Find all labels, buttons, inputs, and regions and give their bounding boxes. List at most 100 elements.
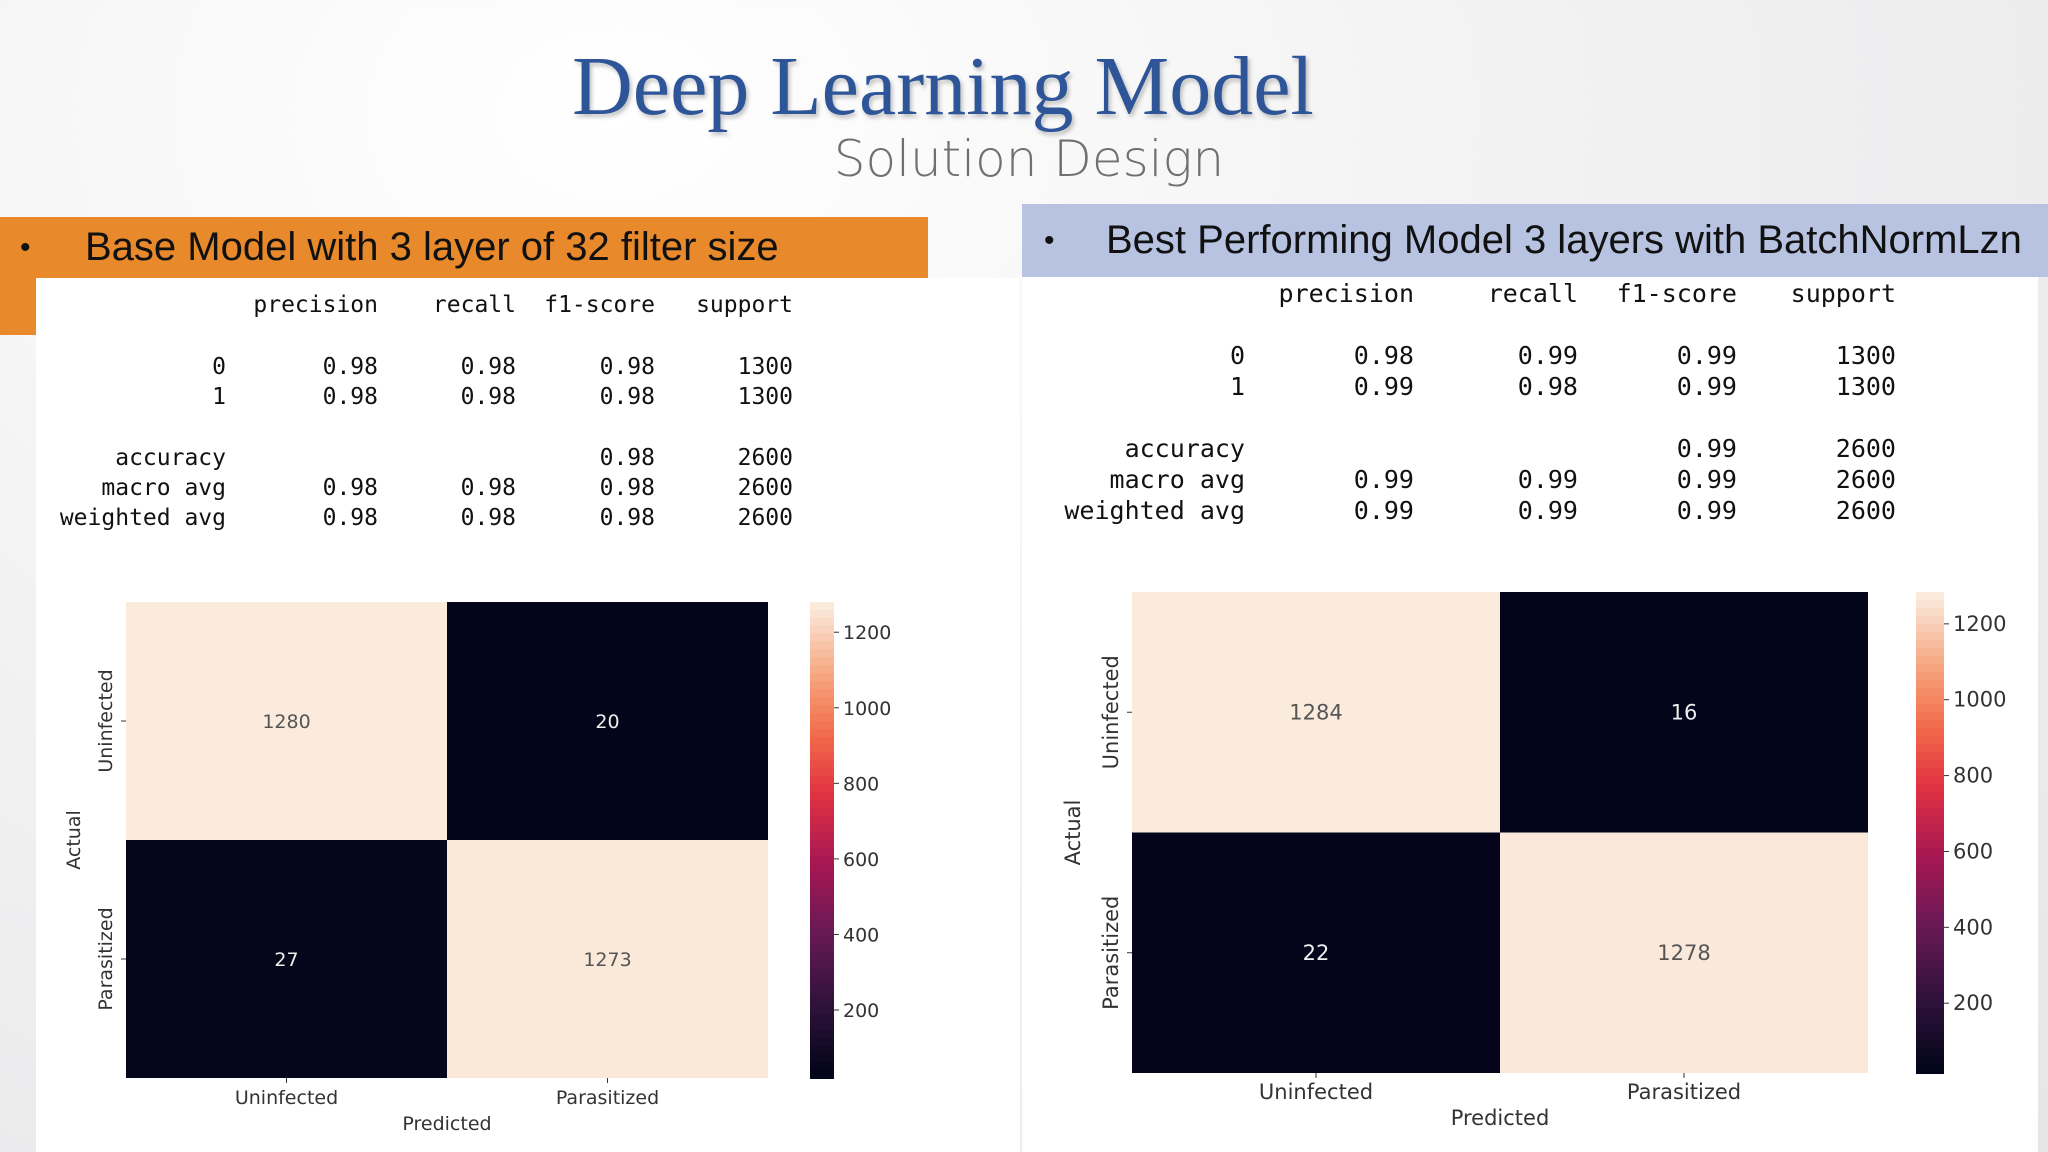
- report-cell: 2600: [737, 445, 793, 471]
- colorbar-segment: [810, 1038, 834, 1048]
- report-cell: 1300: [1835, 372, 1896, 401]
- colorbar-segment: [810, 895, 834, 905]
- colorbar-segment: [810, 657, 834, 667]
- colorbar-segment: [1916, 816, 1944, 826]
- colorbar-segment: [1916, 688, 1944, 698]
- colorbar-segment: [810, 721, 834, 730]
- report-cell: 0.99: [1517, 465, 1578, 494]
- bullet-icon: •: [20, 230, 31, 264]
- colorbar-segment: [1916, 992, 1944, 1002]
- report-cell: 0.98: [460, 384, 516, 410]
- colorbar-segment: [1916, 976, 1944, 986]
- report-cell: 0.98: [599, 354, 655, 380]
- colorbar-segment: [1916, 928, 1944, 938]
- y-axis-label: Actual: [1061, 800, 1085, 866]
- colorbar-segment: [1916, 912, 1944, 922]
- heatmap-cell-label: 20: [595, 711, 619, 733]
- y-tick-label: Uninfected: [1099, 655, 1123, 769]
- report-cell: 0.99: [1517, 496, 1578, 525]
- report-row-label: accuracy: [115, 445, 226, 471]
- colorbar-segment: [1916, 672, 1944, 682]
- heatmap-cell: [1132, 832, 1500, 1073]
- report-row-label: 0: [212, 354, 226, 380]
- y-tick-label: Parasitized: [1099, 896, 1123, 1010]
- report-header: recall: [1487, 279, 1578, 308]
- colorbar-tick-label: 1000: [1953, 688, 2006, 712]
- colorbar-segment: [1916, 1024, 1944, 1034]
- report-cell: 0.99: [1353, 372, 1414, 401]
- report-cell: 0.98: [599, 505, 655, 531]
- colorbar-tick-label: 200: [1953, 991, 1993, 1015]
- colorbar-tick-label: 600: [1953, 839, 1993, 863]
- report-cell: 0.98: [1353, 341, 1414, 370]
- colorbar-segment: [1916, 864, 1944, 874]
- colorbar-segment: [810, 990, 834, 1000]
- heatmap-cell-label: 1280: [262, 711, 310, 733]
- page-subtitle: Solution Design: [833, 130, 1225, 188]
- report-cell: 0.98: [1517, 372, 1578, 401]
- colorbar-segment: [1916, 968, 1944, 978]
- colorbar-segment: [1916, 616, 1944, 626]
- colorbar-segment: [810, 1046, 834, 1056]
- colorbar-segment: [1916, 656, 1944, 666]
- colorbar-segment: [810, 1006, 834, 1016]
- y-tick-label: Parasitized: [95, 907, 117, 1010]
- report-row-label: 1: [1229, 372, 1245, 401]
- colorbar-segment: [1916, 800, 1944, 810]
- page-title: Deep Learning Model: [572, 40, 1314, 133]
- colorbar-tick-label: 1200: [843, 622, 891, 644]
- colorbar-segment: [810, 705, 834, 715]
- colorbar-segment: [1916, 1008, 1944, 1018]
- colorbar-segment: [810, 982, 834, 992]
- colorbar-segment: [810, 752, 834, 762]
- colorbar-segment: [1916, 592, 1944, 602]
- colorbar-segment: [810, 768, 834, 778]
- colorbar-segment: [810, 959, 834, 968]
- colorbar-segment: [1916, 664, 1944, 674]
- colorbar-segment: [1916, 1032, 1944, 1042]
- colorbar-segment: [1916, 752, 1944, 762]
- left-banner-text: Base Model with 3 layer of 32 filter siz…: [85, 225, 779, 269]
- colorbar-tick-label: 200: [843, 1000, 879, 1022]
- report-cell: 0.99: [1676, 465, 1737, 494]
- report-cell: 0.98: [460, 354, 516, 380]
- colorbar-tick-label: 400: [1953, 915, 1993, 939]
- colorbar-segment: [1916, 880, 1944, 890]
- report-row-label: accuracy: [1124, 434, 1245, 463]
- report-cell: 0.98: [599, 475, 655, 501]
- colorbar-segment: [1916, 856, 1944, 866]
- report-cell: 2600: [1835, 434, 1896, 463]
- colorbar-segment: [1916, 648, 1944, 658]
- colorbar-segment: [810, 633, 834, 643]
- colorbar-segment: [810, 855, 834, 865]
- colorbar-segment: [810, 728, 834, 738]
- colorbar-segment: [810, 1070, 834, 1079]
- heatmap-cell: [126, 840, 447, 1078]
- colorbar-segment: [810, 625, 834, 635]
- report-cell: 2600: [1835, 465, 1896, 494]
- colorbar-tick-label: 800: [1953, 764, 1993, 788]
- report-cell: 2600: [737, 505, 793, 531]
- colorbar-segment: [1916, 1040, 1944, 1050]
- colorbar-segment: [810, 998, 834, 1008]
- colorbar-segment: [810, 911, 834, 921]
- colorbar-segment: [810, 887, 834, 897]
- x-axis-label: Predicted: [402, 1113, 491, 1135]
- colorbar-segment: [1916, 936, 1944, 946]
- colorbar-segment: [810, 673, 834, 683]
- report-cell: 0.98: [460, 475, 516, 501]
- colorbar-segment: [1916, 1016, 1944, 1026]
- left-confusion-matrix: 1280 20 27 1273 Uninfected Parasitized Uninfec…: [63, 602, 891, 1135]
- colorbar-segment: [1916, 792, 1944, 802]
- report-cell: 0.99: [1353, 496, 1414, 525]
- colorbar-segment: [810, 1062, 834, 1072]
- colorbar-segment: [1916, 744, 1944, 754]
- colorbar-segment: [810, 649, 834, 659]
- heatmap-cell: [447, 602, 768, 840]
- colorbar-segment: [810, 641, 834, 651]
- report-row-label: macro avg: [1109, 465, 1245, 494]
- colorbar-segment: [1916, 920, 1944, 930]
- colorbar-segment: [1916, 704, 1944, 714]
- colorbar-segment: [1916, 896, 1944, 906]
- colorbar-segment: [810, 800, 834, 810]
